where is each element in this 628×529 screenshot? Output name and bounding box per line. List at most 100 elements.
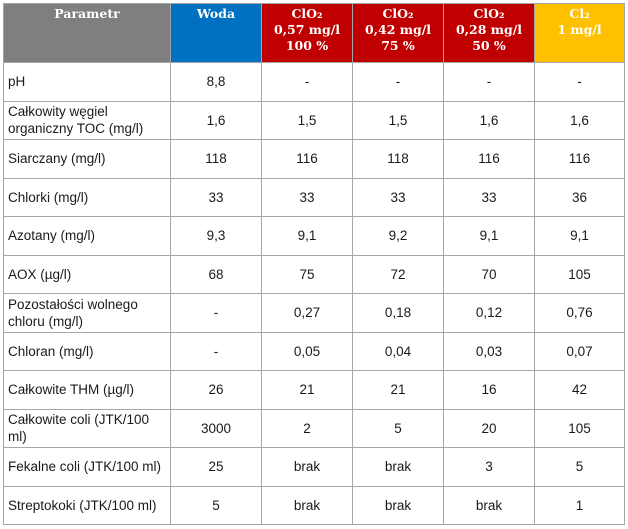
table-cell: 33 <box>170 177 262 217</box>
table-row: Streptokoki (JTK/100 ml) 5 brak brak brak 1 <box>3 485 625 525</box>
table-cell: 5 <box>352 408 444 448</box>
table-cell: 9,3 <box>170 216 262 256</box>
table-cell: brak <box>352 447 444 487</box>
header-clo2-100: ClO₂ 0,57 mg/l 100 % <box>261 3 353 63</box>
header-clo2-50: ClO₂ 0,28 mg/l 50 % <box>443 3 535 63</box>
table-cell: 75 <box>261 254 353 294</box>
header-param: Parametr <box>3 3 171 63</box>
row-label: Azotany (mg/l) <box>3 216 171 256</box>
header-row: Parametr Woda ClO₂ 0,57 mg/l 100 % ClO₂ … <box>3 3 625 63</box>
table-cell: 9,1 <box>534 216 625 256</box>
table-cell: 0,05 <box>261 331 353 371</box>
table-cell: 25 <box>170 447 262 487</box>
table-cell: 0,12 <box>443 293 535 333</box>
table-cell: - <box>443 62 535 102</box>
table-cell: 33 <box>352 177 444 217</box>
table-cell: 9,2 <box>352 216 444 256</box>
header-clo2-50-line1: ClO₂ <box>473 6 505 21</box>
table-cell: 0,18 <box>352 293 444 333</box>
table-row: Całkowite coli (JTK/100 ml) 3000 2 5 20 105 <box>3 408 625 448</box>
table-cell: 116 <box>261 139 353 179</box>
table-cell: brak <box>261 485 353 525</box>
table-cell: 33 <box>261 177 353 217</box>
table-cell: 105 <box>534 254 625 294</box>
table-cell: 0,07 <box>534 331 625 371</box>
header-clo2-100-line2: 0,57 mg/l <box>273 22 341 37</box>
row-label: Pozostałości wolnego chloru (mg/l) <box>3 293 171 333</box>
table-cell: 21 <box>261 370 353 410</box>
table-cell: 3000 <box>170 408 262 448</box>
row-label: Fekalne coli (JTK/100 ml) <box>3 447 171 487</box>
header-cl2-line1: Cl₂ <box>569 6 590 21</box>
row-label: Chlorki (mg/l) <box>3 177 171 217</box>
table-cell: 5 <box>534 447 625 487</box>
header-clo2-50-line3: 50 % <box>472 38 506 53</box>
row-label: Streptokoki (JTK/100 ml) <box>3 485 171 525</box>
table-row: pH 8,8- - - - <box>3 62 625 102</box>
header-clo2-75-line3: 75 % <box>381 38 415 53</box>
table-cell: 72 <box>352 254 444 294</box>
table-cell: 36 <box>534 177 625 217</box>
row-label: Siarczany (mg/l) <box>3 139 171 179</box>
table-cell: 0,04 <box>352 331 444 371</box>
row-label: Chloran (mg/l) <box>3 331 171 371</box>
header-clo2-75-line2: 0,42 mg/l <box>364 22 432 37</box>
row-label: pH <box>3 62 171 102</box>
header-cl2-line2: 1 mg/l <box>557 22 602 37</box>
table-cell: 20 <box>443 408 535 448</box>
results-table: Parametr Woda ClO₂ 0,57 mg/l 100 % ClO₂ … <box>3 3 625 525</box>
table-cell: 116 <box>534 139 625 179</box>
table-cell: - <box>261 62 353 102</box>
table-body: pH 8,8- - - - Całkowity węgiel organiczny TOC… <box>3 62 625 525</box>
table-cell: 26 <box>170 370 262 410</box>
table-row: Całkowite THM (µg/l) 26 21 21 16 42 <box>3 370 625 410</box>
table-cell: brak <box>352 485 444 525</box>
table-row: Siarczany (mg/l) 118 116 118 116 116 <box>3 139 625 179</box>
table-cell: 70 <box>443 254 535 294</box>
table-cell: 0,03 <box>443 331 535 371</box>
table-row: AOX (µg/l) 68 75 72 70 105 <box>3 254 625 294</box>
table-cell: brak <box>443 485 535 525</box>
table-cell: 105 <box>534 408 625 448</box>
table-cell: - <box>534 62 625 102</box>
table-cell: 9,1 <box>443 216 535 256</box>
row-label: Całkowite THM (µg/l) <box>3 370 171 410</box>
header-clo2-75: ClO₂ 0,42 mg/l 75 % <box>352 3 444 63</box>
header-cl2: Cl₂ 1 mg/l <box>534 3 625 63</box>
table-cell: 0,76 <box>534 293 625 333</box>
table-cell: 3 <box>443 447 535 487</box>
table-cell: 118 <box>352 139 444 179</box>
table-cell: 2 <box>261 408 353 448</box>
table-cell: 1 <box>534 485 625 525</box>
header-clo2-100-line1: ClO₂ <box>291 6 323 21</box>
table-cell: 33 <box>443 177 535 217</box>
table-cell: - <box>170 331 262 371</box>
table-row: Fekalne coli (JTK/100 ml) 25 brak brak 3 5 <box>3 447 625 487</box>
table-cell: 1,6 <box>534 100 625 140</box>
table-cell: 0,27 <box>261 293 353 333</box>
table-cell: 118 <box>170 139 262 179</box>
table-cell: 16 <box>443 370 535 410</box>
table-cell: 21 <box>352 370 444 410</box>
table-row: Chloran (mg/l) -0,05 0,04 0,03 0,07 <box>3 331 625 371</box>
table-row: Pozostałości wolnego chloru (mg/l) -0,27 0… <box>3 293 625 333</box>
row-label: AOX (µg/l) <box>3 254 171 294</box>
header-clo2-75-line1: ClO₂ <box>382 6 414 21</box>
table-cell: 1,5 <box>352 100 444 140</box>
table-row: Całkowity węgiel organiczny TOC (mg/l) 1,… <box>3 100 625 140</box>
row-label: Całkowity węgiel organiczny TOC (mg/l) <box>3 100 171 140</box>
header-clo2-100-line3: 100 % <box>285 38 329 53</box>
table-cell: 42 <box>534 370 625 410</box>
table-row: Azotany (mg/l) 9,3 9,1 9,2 9,1 9,1 <box>3 216 625 256</box>
table-cell: 1,6 <box>170 100 262 140</box>
table-row: Chlorki (mg/l) 33 33 33 33 36 <box>3 177 625 217</box>
header-clo2-50-line2: 0,28 mg/l <box>455 22 523 37</box>
table-cell: 5 <box>170 485 262 525</box>
table-cell: 1,5 <box>261 100 353 140</box>
table-cell: brak <box>261 447 353 487</box>
row-label: Całkowite coli (JTK/100 ml) <box>3 408 171 448</box>
table-cell: 1,6 <box>443 100 535 140</box>
table-cell: 9,1 <box>261 216 353 256</box>
table-cell: 116 <box>443 139 535 179</box>
header-woda: Woda <box>170 3 262 63</box>
